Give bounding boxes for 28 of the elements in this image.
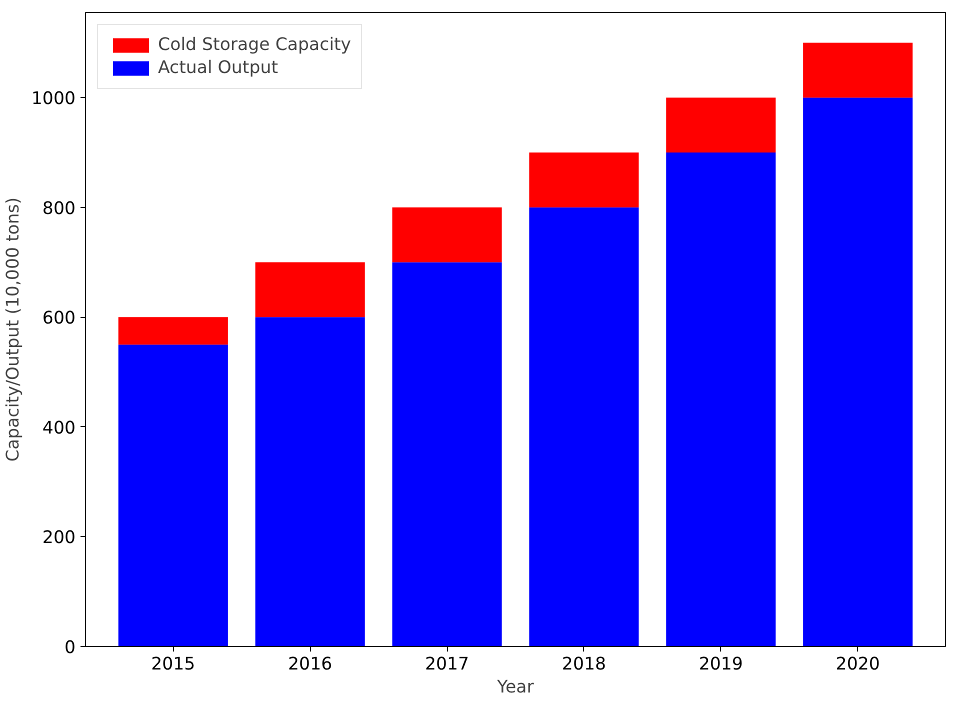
y-axis-title: Capacity/Output (10,000 tons) [3,197,24,462]
bar [118,317,228,345]
legend-label: Cold Storage Capacity [158,35,352,55]
bar [255,317,365,646]
x-tick-label: 2015 [151,654,196,674]
bar [529,152,639,208]
y-tick-label: 600 [42,308,76,329]
y-tick-label: 800 [42,198,76,219]
bar [666,98,776,152]
x-tick-label: 2016 [288,654,332,674]
bar [392,262,502,646]
bar [666,152,776,646]
bar [392,207,502,262]
bar [118,344,228,646]
x-tick-label: 2019 [698,654,743,674]
y-tick-label: 0 [64,638,76,658]
x-tick-label: 2018 [562,654,606,674]
y-tick-label: 200 [42,528,76,548]
y-tick-label: 400 [42,418,76,438]
x-tick-label: 2020 [836,654,880,674]
bar [255,262,365,318]
x-axis-title: Year [496,678,535,698]
bar [529,207,639,646]
y-tick-label: 1000 [31,89,76,110]
bar [803,42,913,98]
x-tick-label: 2017 [424,654,470,674]
legend-label: Actual Output [158,58,278,78]
bar [803,98,913,646]
